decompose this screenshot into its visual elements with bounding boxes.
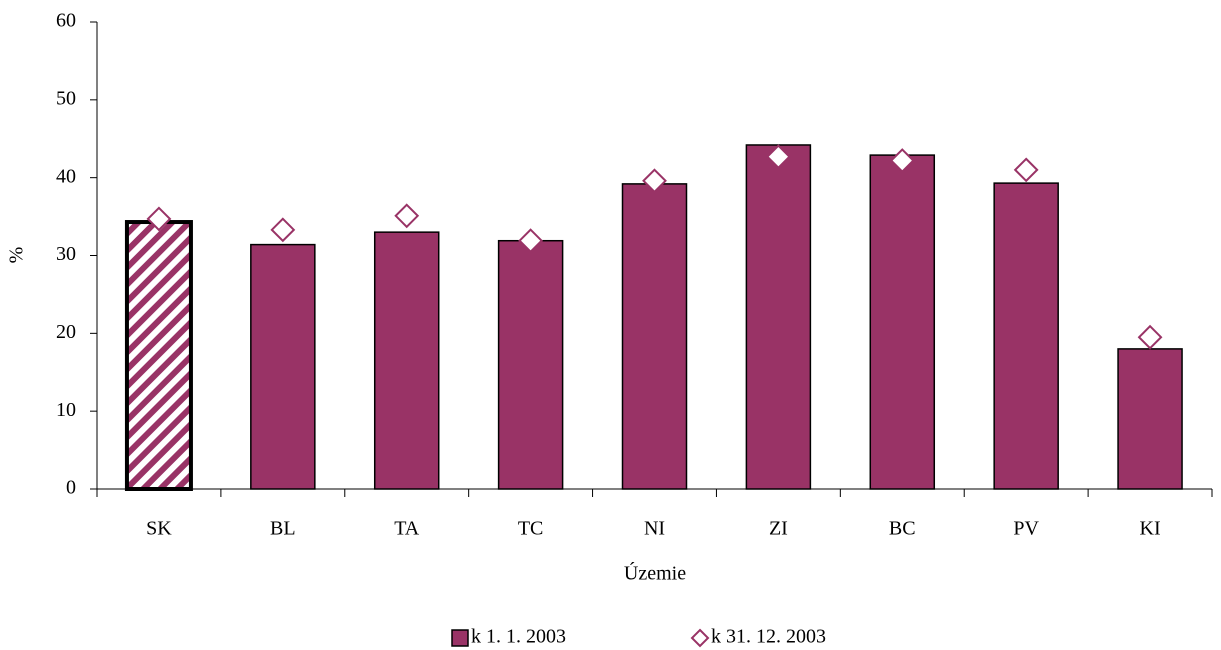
bar xyxy=(497,239,564,490)
y-tick-label: 50 xyxy=(56,87,76,109)
x-tick-label: NI xyxy=(644,518,665,540)
x-tick-label: PV xyxy=(1013,518,1039,540)
bar xyxy=(124,220,193,491)
bar xyxy=(1117,348,1183,490)
bar xyxy=(621,183,688,490)
x-tick-label: KI xyxy=(1140,518,1161,540)
y-tick-label: 40 xyxy=(56,165,76,187)
diamond-marker xyxy=(270,217,296,243)
bar xyxy=(993,182,1059,490)
diamond-marker xyxy=(1137,324,1163,350)
y-tick-label: 20 xyxy=(56,321,76,343)
diamond-marker xyxy=(642,168,667,194)
bar xyxy=(869,154,936,490)
x-tick-label: BC xyxy=(889,518,916,540)
y-tick-label: 60 xyxy=(56,10,76,32)
diamond-marker xyxy=(518,228,544,254)
diamond-marker xyxy=(1013,157,1039,183)
diamond-marker xyxy=(146,206,172,232)
bar xyxy=(250,243,316,490)
diamond-marker xyxy=(765,144,791,170)
bar xyxy=(373,231,440,490)
x-tick-label: ZI xyxy=(769,518,788,540)
bar xyxy=(745,144,812,490)
x-tick-label: SK xyxy=(146,518,172,540)
x-axis-label: Územie xyxy=(624,561,686,585)
x-tick-label: BL xyxy=(270,518,296,540)
legend-swatch xyxy=(451,629,469,647)
y-axis-label: % xyxy=(6,247,28,264)
legend-label: k 31. 12. 2003 xyxy=(711,626,826,648)
legend-label: k 1. 1. 2003 xyxy=(471,626,566,648)
x-tick-label: TC xyxy=(518,518,544,540)
y-tick-label: 10 xyxy=(56,399,76,421)
legend-swatch xyxy=(690,628,710,648)
diamond-marker xyxy=(394,203,420,229)
y-tick-label: 0 xyxy=(66,477,76,499)
x-tick-label: TA xyxy=(394,518,420,540)
y-tick-label: 30 xyxy=(56,243,76,265)
diamond-marker xyxy=(889,148,915,173)
